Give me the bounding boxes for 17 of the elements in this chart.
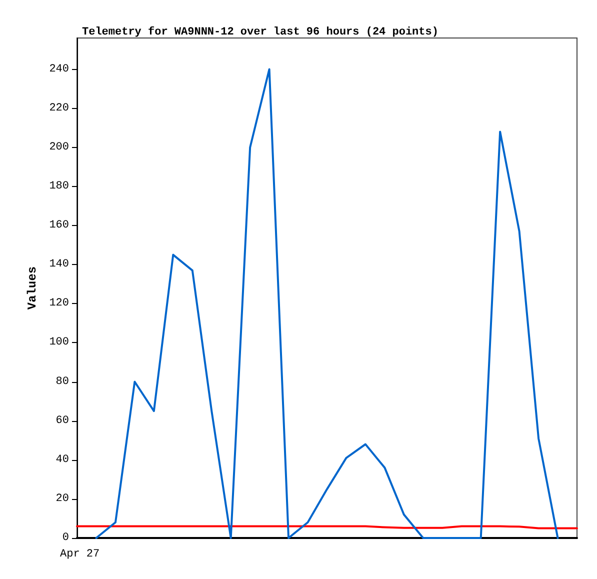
y-tick-label: 220: [49, 102, 69, 114]
y-tick-label: 140: [49, 258, 69, 271]
text: Apr 27: [60, 548, 100, 560]
y-axis-title: Values: [25, 266, 40, 310]
y-tick-label: 60: [56, 414, 69, 427]
y-tick-label: 20: [56, 492, 69, 505]
y-tick-label: 80: [56, 376, 69, 388]
y-tick-label: 120: [49, 298, 69, 310]
y-tick-label: 180: [49, 180, 69, 192]
y-tick-label: 40: [56, 454, 69, 466]
y-tick-label: 100: [49, 336, 69, 349]
line-series: [95, 68, 559, 539]
y-tick-label: 160: [49, 220, 69, 232]
y-tick-label: 240: [49, 63, 69, 76]
chart-title: Telemetry for WA9NNN-12 over last 96 hours (24 points): [82, 26, 438, 38]
y-tick-label: 200: [49, 141, 69, 154]
y-tick-label: 0: [62, 532, 69, 544]
